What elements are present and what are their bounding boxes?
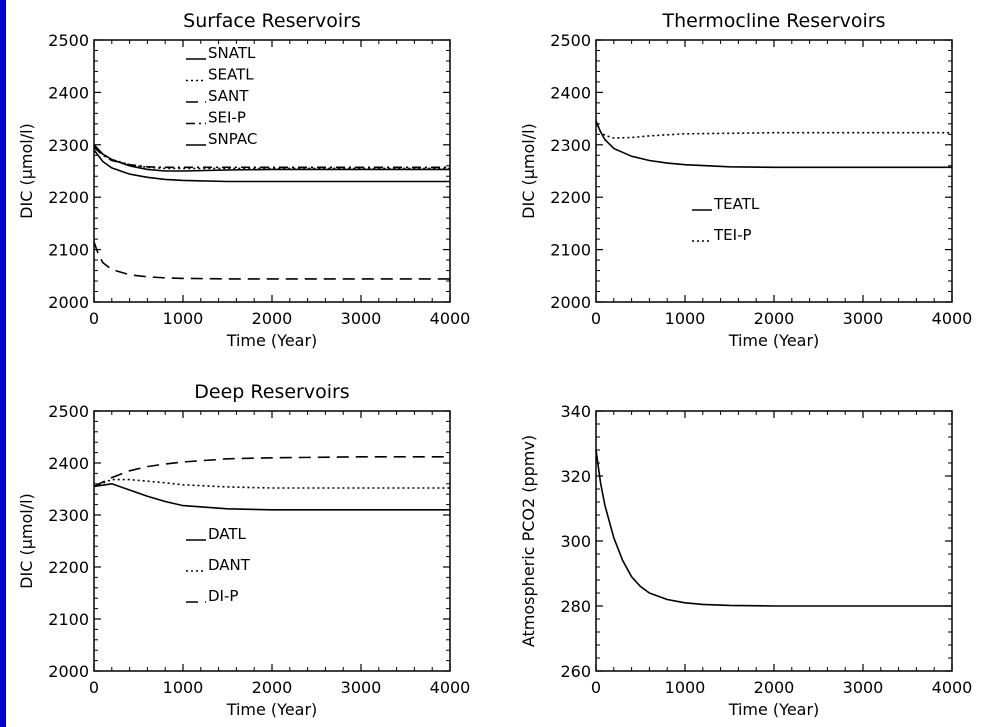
deep-y-tick-label: 2200 — [48, 558, 89, 577]
thermocline-series-tei-p — [595, 120, 952, 139]
pco2-x-tick-label: 3000 — [843, 678, 884, 697]
surface-legend-label: SANT — [208, 87, 249, 105]
deep-series-datl — [93, 482, 450, 511]
surface-x-tick-label: 3000 — [341, 309, 382, 328]
surface-series-snpac — [93, 149, 450, 183]
surface-y-axis-label: DIC (μmol/l) — [17, 123, 36, 219]
pco2-y-tick-label: 320 — [560, 467, 591, 486]
surface-series-seatl — [93, 145, 450, 170]
surface-series-sant — [93, 241, 450, 280]
surface-legend-label: SNPAC — [208, 130, 257, 148]
thermocline-y-tick-label: 2200 — [550, 188, 591, 207]
pco2-y-tick-label: 340 — [560, 402, 591, 421]
deep-x-tick-label: 1000 — [163, 678, 204, 697]
deep-title: Deep Reservoirs — [194, 381, 349, 403]
deep-y-tick-label: 2100 — [48, 610, 89, 629]
pco2-series-line — [595, 449, 952, 607]
surface-series-sei-p — [93, 146, 450, 169]
surface-legend-label: SEATL — [208, 66, 254, 84]
surface-y-tick-label: 2400 — [48, 83, 89, 102]
pco2-y-tick-label: 300 — [560, 532, 591, 551]
thermocline-x-tick-label: 3000 — [843, 309, 884, 328]
deep-series-di-p — [93, 455, 450, 488]
deep-plot-frame — [93, 410, 451, 672]
thermocline-x-tick-label: 4000 — [932, 309, 973, 328]
deep-series-dant — [93, 478, 450, 489]
surface-x-axis-label: Time (Year) — [226, 331, 318, 350]
surface-y-tick-label: 2100 — [48, 241, 89, 260]
thermocline-series-teatl — [595, 120, 952, 169]
thermocline-legend-label: TEI-P — [713, 226, 752, 244]
thermocline-x-tick-label: 1000 — [665, 309, 706, 328]
pco2-chart: 0 1000 2000 3000 4000 260 280 300 320 340 Time (Ye… — [519, 402, 972, 719]
deep-x-tick-label: 2000 — [252, 678, 293, 697]
surface-legend-label: SNATL — [208, 44, 256, 62]
pco2-x-axis-label: Time (Year) — [728, 700, 820, 719]
thermocline-legend-label: TEATL — [713, 195, 760, 213]
deep-x-axis-label: Time (Year) — [226, 700, 318, 719]
thermocline-chart: Thermocline Reservoirs 0 1000 2000 3000 4000 2… — [519, 10, 972, 350]
pco2-y-tick-label: 280 — [560, 597, 591, 616]
surface-plot-frame — [93, 39, 451, 303]
surface-legend-label: SEI-P — [208, 109, 246, 127]
thermocline-y-tick-label: 2000 — [550, 293, 591, 312]
thermocline-y-axis-label: DIC (μmol/l) — [519, 123, 538, 219]
thermocline-plot-frame — [595, 39, 953, 303]
surface-y-tick-label: 2200 — [48, 188, 89, 207]
surface-y-tick-label: 2000 — [48, 293, 89, 312]
thermocline-x-axis-label: Time (Year) — [728, 331, 820, 350]
pco2-x-tick-label: 2000 — [754, 678, 795, 697]
deep-y-tick-label: 2000 — [48, 662, 89, 681]
thermocline-x-tick-label: 0 — [591, 309, 601, 328]
thermocline-y-tick-label: 2500 — [550, 31, 591, 50]
deep-legend-label: DI-P — [208, 587, 238, 605]
pco2-x-tick-label: 1000 — [665, 678, 706, 697]
pco2-y-tick-label: 260 — [560, 662, 591, 681]
deep-x-tick-label: 0 — [89, 678, 99, 697]
surface-y-tick-label: 2500 — [48, 31, 89, 50]
surface-x-tick-label: 0 — [89, 309, 99, 328]
surface-x-tick-label: 4000 — [430, 309, 471, 328]
deep-y-tick-label: 2300 — [48, 506, 89, 525]
surface-y-tick-label: 2300 — [48, 136, 89, 155]
deep-legend-label: DANT — [208, 556, 251, 574]
thermocline-y-tick-label: 2100 — [550, 241, 591, 260]
surface-chart: Surface Reservoirs 0 1000 2000 3000 4000 2000 2… — [17, 10, 470, 350]
pco2-plot-frame — [595, 410, 953, 672]
thermocline-x-tick-label: 2000 — [754, 309, 795, 328]
thermocline-y-tick-label: 2300 — [550, 136, 591, 155]
thermocline-y-tick-label: 2400 — [550, 83, 591, 102]
figure-panel: Surface Reservoirs 0 1000 2000 3000 4000 2000 2… — [6, 0, 981, 727]
surface-x-tick-label: 2000 — [252, 309, 293, 328]
deep-chart: Deep Reservoirs 0 1000 2000 3000 4000 2000 2100… — [17, 381, 470, 719]
thermocline-title: Thermocline Reservoirs — [661, 10, 885, 32]
deep-y-tick-label: 2400 — [48, 454, 89, 473]
surface-series-snatl — [93, 144, 450, 172]
deep-y-tick-label: 2500 — [48, 402, 89, 421]
pco2-x-tick-label: 0 — [591, 678, 601, 697]
deep-y-axis-label: DIC (μmol/l) — [17, 493, 36, 589]
deep-x-tick-label: 3000 — [341, 678, 382, 697]
surface-x-tick-label: 1000 — [163, 309, 204, 328]
deep-legend-label: DATL — [208, 525, 247, 543]
surface-title: Surface Reservoirs — [183, 10, 361, 32]
deep-x-tick-label: 4000 — [430, 678, 471, 697]
pco2-x-tick-label: 4000 — [932, 678, 973, 697]
pco2-y-axis-label: Atmospheric PCO2 (ppmv) — [519, 435, 538, 647]
